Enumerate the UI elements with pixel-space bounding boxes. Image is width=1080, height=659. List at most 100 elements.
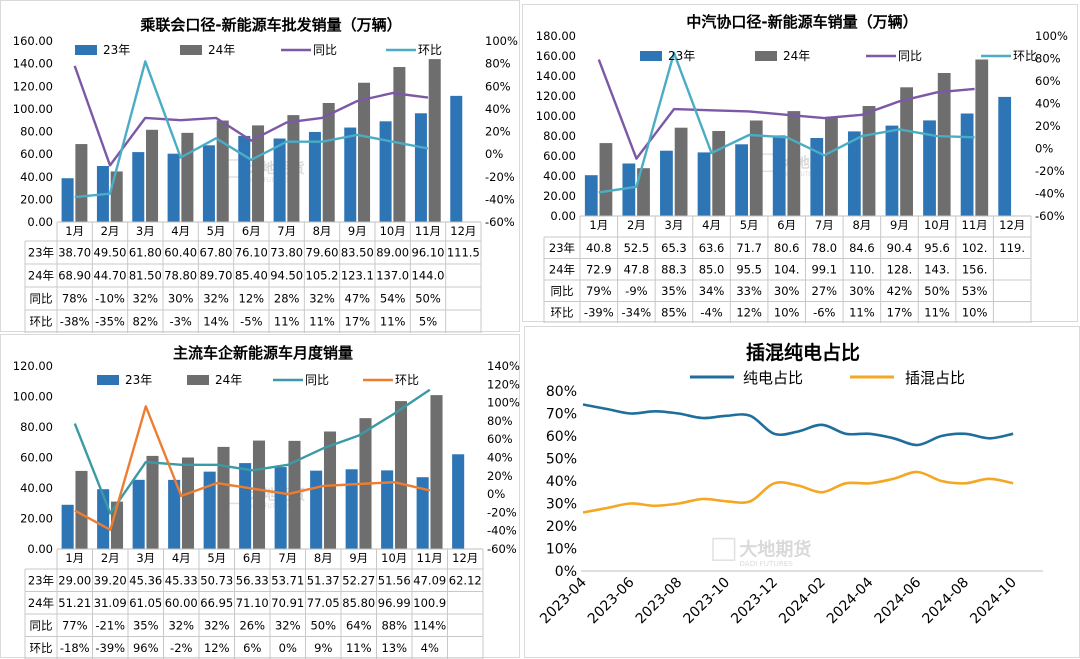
y-right-tick-label: 20% (1035, 119, 1061, 133)
table-cell: 51.56 (378, 573, 411, 587)
table-cell: 111.5 (447, 246, 480, 260)
table-cell: 26% (239, 618, 265, 632)
y-right-tick-label: -40% (487, 524, 517, 538)
x-tick-label: 1月 (65, 224, 84, 238)
y-left-tick-label: 80.00 (20, 125, 53, 139)
legend-label-同比: 同比 (898, 49, 922, 63)
y-right-tick-label: 80% (485, 57, 511, 71)
bar-24年 (181, 457, 195, 549)
bar-23年 (450, 95, 463, 222)
watermark-sub: DADI FUTURES (248, 504, 291, 510)
bar-24年 (110, 171, 123, 222)
x-tick-label: 7月 (815, 218, 834, 232)
chart-title: 插混纯电占比 (746, 341, 860, 364)
y-right-tick-label: -20% (485, 170, 515, 184)
y-right-tick-label: -20% (487, 505, 517, 519)
x-tick-label: 1月 (65, 551, 84, 565)
bar-24年 (900, 87, 913, 216)
legend-swatch-24年 (755, 51, 777, 61)
bar-24年 (288, 440, 301, 549)
bar-23年 (810, 138, 824, 216)
y-left-tick-label: 20.00 (20, 192, 53, 206)
legend-label-纯电占比: 纯电占比 (743, 369, 803, 387)
x-tick-label: 11月 (415, 224, 441, 238)
bar-23年 (416, 477, 429, 549)
y-left-tick-label: 20.00 (543, 189, 576, 203)
legend-label-24年: 24年 (215, 373, 242, 387)
table-cell: 44.70 (94, 269, 127, 283)
table-cell: 88.3 (661, 262, 687, 276)
x-tick-label: 4月 (702, 218, 721, 232)
table-cell: 63.6 (699, 241, 725, 255)
table-cell: -21% (95, 618, 125, 632)
bar-23年 (847, 131, 861, 216)
table-cell: -4% (700, 305, 722, 319)
legend-swatch-24年 (187, 375, 209, 385)
bar-24年 (430, 395, 443, 549)
y-right-tick-label: 0% (487, 487, 505, 501)
bar-23年 (132, 479, 145, 549)
watermark-name: 大地期货 (739, 538, 811, 560)
table-cell: 11% (380, 315, 406, 329)
table-cell: 35% (133, 618, 159, 632)
table-cell: 12% (204, 641, 230, 655)
y-left-tick-label: 60.00 (543, 149, 576, 163)
watermark-sub: DADI FUTURES (739, 559, 793, 568)
table-cell: 72.9 (586, 262, 612, 276)
x-tick-label: 6月 (777, 218, 796, 232)
y-tick-label: 50% (546, 452, 577, 468)
y-tick-label: 70% (546, 407, 577, 423)
x-tick-label: 2024-08 (919, 575, 972, 628)
bar-23年 (381, 470, 394, 549)
y-left-tick-label: 120.00 (536, 89, 576, 103)
watermark-sub: DADI FUTURES (248, 178, 291, 184)
x-tick-label: 9月 (890, 218, 909, 232)
y-left-tick-label: 100.00 (536, 109, 576, 123)
table-cell: 96% (133, 641, 159, 655)
bar-23年 (697, 152, 711, 216)
bar-23年 (622, 163, 636, 216)
table-cell: 50% (310, 618, 336, 632)
table-cell: 80.6 (774, 241, 800, 255)
table-cell: 50% (924, 284, 950, 298)
table-cell: 61.05 (129, 596, 162, 610)
x-tick-label: 2023-10 (681, 575, 734, 628)
table-cell: 31.09 (94, 596, 127, 610)
bar-24年 (146, 455, 159, 549)
table-cell: 64% (346, 618, 372, 632)
table-cell: 45.33 (165, 573, 198, 587)
y-left-tick-label: 60.00 (20, 147, 53, 161)
legend-label-环比: 环比 (1013, 49, 1037, 63)
table-cell: 94.50 (270, 269, 303, 283)
bar-23年 (885, 125, 899, 216)
line-环比 (598, 51, 975, 194)
table-cell: 32% (133, 292, 159, 306)
table-cell: 79.60 (306, 246, 339, 260)
table-cell: 11% (346, 641, 372, 655)
x-tick-label: 8月 (313, 224, 332, 238)
y-left-tick-label: 160.00 (536, 49, 576, 63)
table-cell: 27% (812, 284, 838, 298)
table-cell: 102. (962, 241, 988, 255)
table-row-label: 24年 (28, 269, 54, 283)
table-cell: 78.80 (164, 269, 197, 283)
x-tick-label: 8月 (852, 218, 871, 232)
table-row-label: 环比 (30, 315, 53, 329)
y-left-tick-label: 180.00 (536, 29, 576, 43)
table-cell: 32% (309, 292, 335, 306)
x-tick-label: 4月 (171, 224, 190, 238)
y-left-tick-label: 160.00 (13, 34, 53, 48)
bar-24年 (217, 446, 230, 549)
bar-23年 (414, 113, 427, 222)
bar-24年 (637, 168, 650, 216)
bar-23年 (960, 113, 974, 216)
table-cell: 96.10 (412, 246, 445, 260)
table-cell: 51.37 (307, 573, 340, 587)
y-right-tick-label: 20% (485, 125, 511, 139)
x-tick-label: 10月 (381, 551, 407, 565)
x-tick-label: 2月 (101, 551, 120, 565)
table-cell: 62.12 (449, 573, 482, 587)
y-tick-label: 0% (555, 564, 577, 580)
y-right-tick-label: 100% (1035, 29, 1068, 43)
table-row-label: 同比 (30, 618, 53, 632)
